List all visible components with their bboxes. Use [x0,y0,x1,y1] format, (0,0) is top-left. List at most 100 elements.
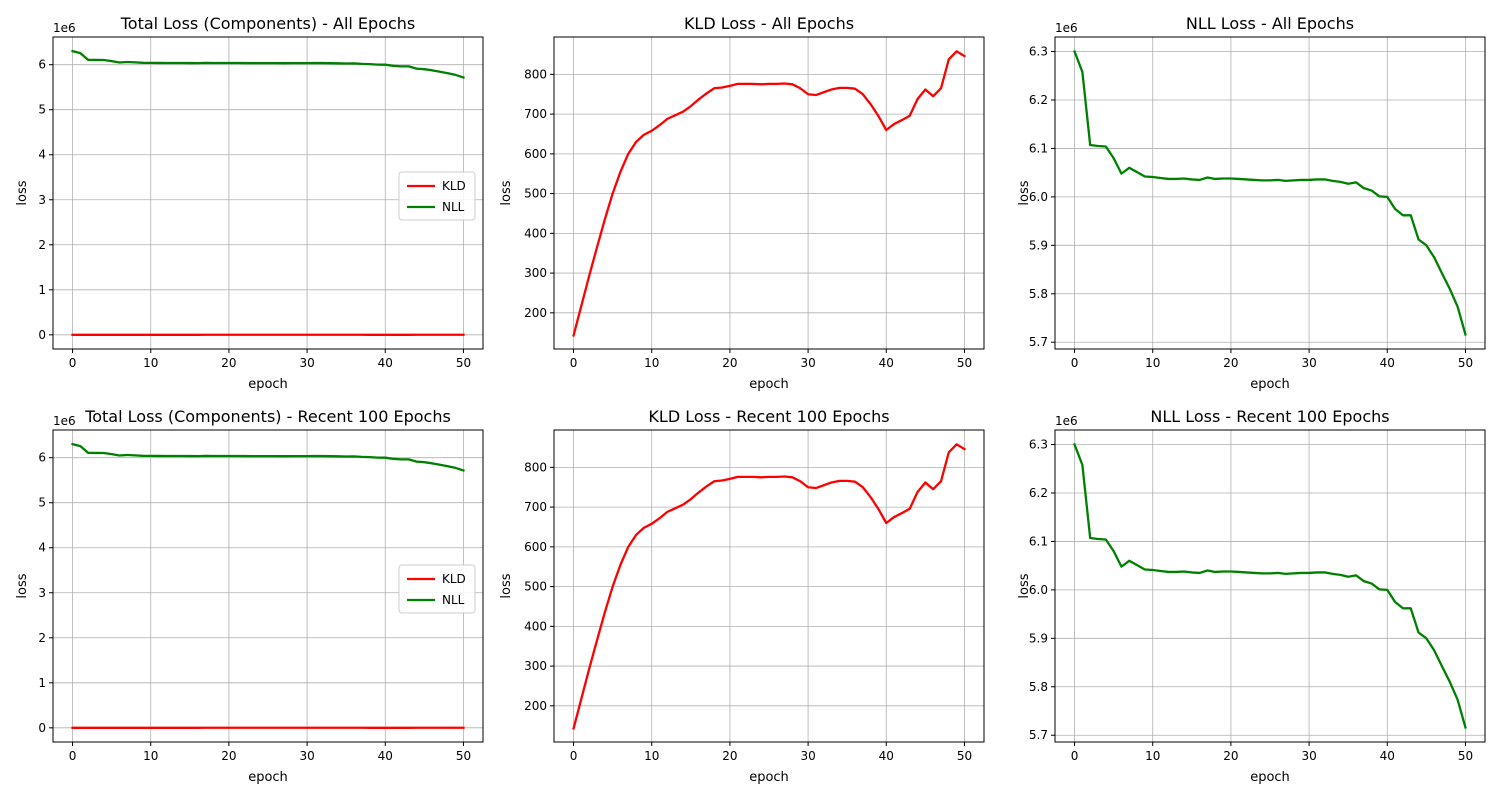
y-axis-label: loss [1017,573,1032,598]
x-tick-label: 50 [456,356,471,370]
x-tick-label: 50 [957,356,972,370]
y-tick-label: 5 [38,103,46,117]
y-axis-label: loss [15,573,30,598]
y-tick-label: 6.0 [1029,583,1048,597]
chart-kld-all: 0 10 20 30 40 50 200 300 400 500 600 700 800 KLD Loss… [499,14,985,392]
x-tick-label: 10 [644,356,659,370]
y-tick-label: 6.2 [1029,93,1048,107]
y-tick-label: 600 [524,540,547,554]
y-tick-label: 5.8 [1029,680,1048,694]
x-tick-label: 50 [456,749,471,763]
x-axis-label: epoch [1250,377,1290,392]
y-tick-label: 5.7 [1029,728,1048,742]
plot-frame [553,36,985,350]
series-line-nll [71,49,465,79]
chart-title: Total Loss (Components) - Recent 100 Epo… [84,407,451,426]
x-tick-label: 10 [143,749,158,763]
x-tick-label: 30 [299,356,314,370]
legend-label-kld: KLD [442,572,466,586]
x-tick-label: 20 [1223,749,1238,763]
legend: KLD NLL [398,564,476,614]
series-line-nll [1073,50,1467,336]
series-line-nll [1073,443,1467,729]
x-tick-label: 30 [299,749,314,763]
y-tick-label: 5 [38,496,46,510]
x-tick-label: 10 [143,356,158,370]
y-tick-label: 400 [524,619,547,633]
y-axis-label: loss [499,573,514,598]
y-tick-label: 6.3 [1029,438,1048,452]
y-tick-label: 4 [38,148,46,162]
x-tick-label: 40 [378,749,393,763]
y-tick-label: 3 [38,193,46,207]
y-axis-label: loss [1017,180,1032,205]
x-tick-label: 20 [1223,356,1238,370]
plot-frame [1054,429,1486,743]
x-tick-label: 40 [1380,356,1395,370]
y-tick-label: 600 [524,147,547,161]
y-tick-label: 0 [38,721,46,735]
y-tick-label: 4 [38,541,46,555]
x-tick-label: 30 [800,356,815,370]
x-tick-label: 20 [221,749,236,763]
x-tick-label: 0 [69,356,77,370]
x-tick-label: 10 [644,749,659,763]
legend-label-kld: KLD [442,179,466,193]
y-tick-label: 800 [524,460,547,474]
x-tick-label: 50 [1458,356,1473,370]
x-tick-label: 20 [722,749,737,763]
chart-kld-recent: 0 10 20 30 40 50 200 300 400 500 600 700 800 KLD Loss… [499,407,985,785]
y-axis-label: loss [15,180,30,205]
y-axis-label: loss [499,180,514,205]
y-tick-label: 6.1 [1029,534,1048,548]
y-tick-label: 6.0 [1029,190,1048,204]
y-tick-label: 800 [524,67,547,81]
y-tick-label: 300 [524,266,547,280]
y-tick-label: 0 [38,328,46,342]
plot-frame [1054,36,1486,350]
series-line-kld [572,50,967,337]
y-tick-label: 2 [38,631,46,645]
y-tick-label: 700 [524,500,547,514]
y-tick-label: 6.2 [1029,486,1048,500]
plot-frame [52,429,484,743]
y-tick-label: 1 [38,283,46,297]
x-tick-label: 10 [1145,356,1160,370]
x-tick-label: 0 [1071,356,1079,370]
x-tick-label: 0 [69,749,77,763]
x-tick-label: 0 [1071,749,1079,763]
x-axis-label: epoch [749,770,789,785]
x-tick-label: 20 [722,356,737,370]
y-tick-label: 300 [524,659,547,673]
chart-title: KLD Loss - All Epochs [684,14,854,33]
legend: KLD NLL [398,171,476,221]
x-tick-label: 40 [378,356,393,370]
x-tick-label: 20 [221,356,236,370]
axis-offset-label: 1e6 [53,21,76,35]
chart-title: NLL Loss - All Epochs [1186,14,1354,33]
y-tick-label: 700 [524,107,547,121]
legend-label-nll: NLL [442,200,465,214]
x-tick-label: 30 [1301,356,1316,370]
chart-total-all: 0 10 20 30 40 50 0 1 2 3 4 5 6 1e6 Total Loss (Compone… [15,14,484,392]
x-tick-label: 30 [1301,749,1316,763]
x-axis-label: epoch [248,377,288,392]
y-tick-label: 3 [38,586,46,600]
y-tick-label: 1 [38,676,46,690]
y-tick-label: 6.3 [1029,45,1048,59]
x-tick-label: 30 [800,749,815,763]
y-tick-label: 200 [524,306,547,320]
x-axis-label: epoch [1250,770,1290,785]
x-tick-label: 50 [1458,749,1473,763]
chart-total-recent: 0 10 20 30 40 50 0 1 2 3 4 5 6 1e6 Total Loss (Compone… [15,407,484,785]
x-axis-label: epoch [248,770,288,785]
axis-offset-label: 1e6 [53,414,76,428]
axis-offset-label: 1e6 [1055,21,1078,35]
x-axis-label: epoch [749,377,789,392]
y-tick-label: 6 [38,58,46,72]
legend-label-nll: NLL [442,593,465,607]
y-tick-label: 5.7 [1029,335,1048,349]
axis-offset-label: 1e6 [1055,414,1078,428]
x-tick-label: 10 [1145,749,1160,763]
